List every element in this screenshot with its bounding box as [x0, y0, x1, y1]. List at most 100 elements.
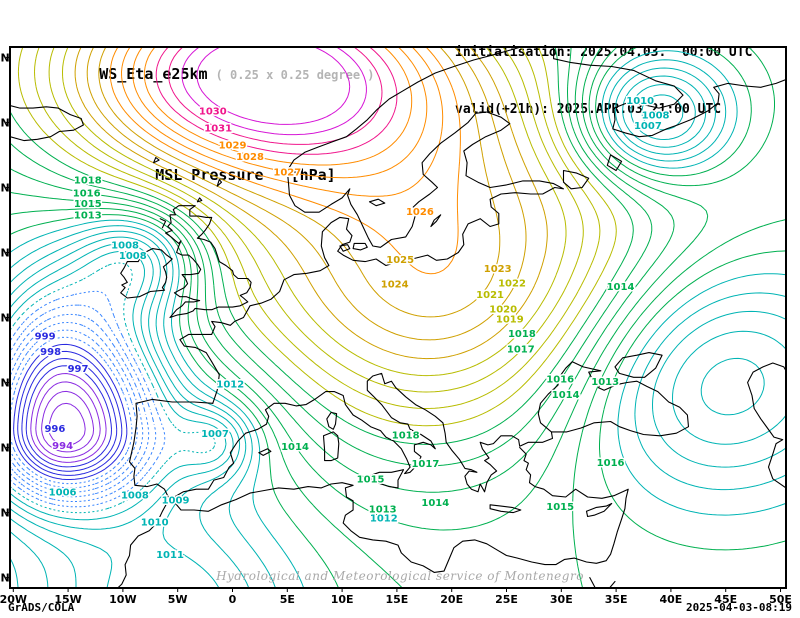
- isobar-label: 1014: [281, 442, 309, 453]
- coastline: [128, 361, 690, 499]
- isobar-label: 1018: [392, 430, 420, 441]
- y-tick-label: N: [1, 51, 10, 64]
- coastline: [430, 214, 442, 228]
- isobar-label: 1028: [236, 152, 264, 163]
- coastline: [153, 156, 160, 164]
- isobar-1022: [62, 47, 567, 377]
- isobar-1020: [34, 47, 601, 409]
- isobar-1021: [48, 47, 584, 393]
- isobar-label: 1018: [508, 329, 536, 340]
- isobar-1001: [10, 329, 138, 489]
- y-tick-label: N: [1, 312, 10, 325]
- isobar-label: 1016: [546, 375, 574, 386]
- isobar-label: 1012: [370, 514, 398, 525]
- x-tick-label: 20W: [0, 593, 27, 606]
- y-tick-label: N: [1, 116, 10, 129]
- isobar-label: 997: [68, 364, 89, 375]
- isobar-label: 1008: [642, 111, 670, 122]
- isobar-label: 1015: [546, 502, 574, 513]
- isobar-1013: [10, 47, 786, 588]
- coastline: [196, 197, 203, 203]
- isobar-label: 1007: [201, 429, 229, 440]
- isobar-label: 1018: [74, 176, 102, 187]
- isobar-1015: [10, 47, 709, 531]
- isobar-label: 1013: [591, 377, 619, 388]
- isobar-1009: [10, 75, 786, 588]
- isobar-label: 1011: [156, 550, 184, 561]
- isobar-1012: [10, 50, 786, 588]
- isobar-label: 1016: [597, 458, 625, 469]
- x-tick-label: 0: [229, 593, 237, 606]
- isobar-label: 1014: [552, 390, 580, 401]
- isobar-label: 1029: [219, 140, 247, 151]
- x-tick-label: 5W: [168, 593, 188, 606]
- x-tick-label: 15W: [54, 593, 81, 606]
- isobar-label: 1025: [386, 255, 414, 266]
- coastline: [368, 198, 386, 207]
- isobar-label: 1015: [357, 475, 385, 486]
- x-tick-label: 30E: [550, 593, 573, 606]
- isobar-1024: [86, 47, 527, 341]
- coastline: [562, 169, 590, 190]
- coastline: [326, 411, 338, 430]
- coastline: [585, 502, 613, 518]
- coastline: [553, 47, 786, 138]
- isobar-992: [48, 402, 86, 446]
- coastline: [165, 205, 252, 319]
- isobar-label: 1026: [406, 207, 434, 218]
- isobar-label: 998: [40, 347, 61, 358]
- isobar-label: 1015: [74, 199, 102, 210]
- render-timestamp: 2025-04-03-08:19: [686, 601, 792, 614]
- isobar-1006: [10, 262, 216, 514]
- x-tick-label: 20E: [440, 593, 463, 606]
- isobar-label: 1022: [498, 278, 526, 289]
- isobar-label: 1030: [199, 107, 227, 118]
- coastline: [120, 248, 173, 299]
- isobars-layer: [10, 47, 786, 588]
- x-tick-label: 50E: [769, 593, 792, 606]
- isobar-1031: [168, 47, 383, 145]
- coastline: [367, 469, 405, 489]
- isobar-1032: [181, 47, 367, 136]
- isobar-995: [30, 373, 107, 463]
- isobar-996: [25, 365, 112, 468]
- isobar-label: 999: [35, 332, 56, 343]
- isobar-label: 1020: [489, 304, 517, 315]
- isobar-993: [41, 390, 95, 453]
- isobar-999: [13, 343, 128, 480]
- model-name: WS_Eta_e25km: [99, 65, 208, 83]
- coastline: [258, 448, 272, 456]
- x-tick-label: 40E: [660, 593, 683, 606]
- isobar-label: 996: [44, 424, 65, 435]
- isobar-1025: [98, 47, 501, 318]
- isobar-1011: [10, 59, 786, 588]
- isobar-label: 1017: [411, 459, 439, 470]
- isobar-label: 1023: [484, 264, 512, 275]
- isobar-1016: [10, 47, 675, 493]
- coastline: [216, 179, 223, 187]
- isobar-1010: [10, 67, 786, 588]
- coastline: [179, 47, 565, 404]
- isobar-label: 1007: [634, 121, 662, 132]
- x-tick-label: 45E: [714, 593, 737, 606]
- isobar-1004: [10, 304, 157, 502]
- grads-credit: GrADS/COLA: [8, 601, 75, 614]
- y-tick-label: N: [1, 442, 10, 455]
- isobar-label: 1006: [49, 488, 77, 499]
- watermark: Hydrological and Meteorological service …: [216, 569, 584, 583]
- x-tick-label: 35E: [605, 593, 628, 606]
- x-tick-label: 10E: [331, 593, 354, 606]
- isobar-label: 1016: [73, 189, 101, 200]
- isobar-label: 994: [52, 441, 73, 452]
- isobar-label: 1008: [119, 251, 147, 262]
- isobar-label: 1008: [111, 241, 139, 252]
- isobar-994: [35, 381, 101, 458]
- isobar-label: 1009: [162, 496, 190, 507]
- isobar-998: [17, 350, 123, 476]
- isobar-1033: [196, 47, 351, 125]
- init-time: initialisation: 2025.04.03. 00:00 UTC: [455, 45, 753, 60]
- isobar-label: 1010: [626, 96, 654, 107]
- coastline: [322, 431, 340, 462]
- isobar-1026: [109, 47, 461, 275]
